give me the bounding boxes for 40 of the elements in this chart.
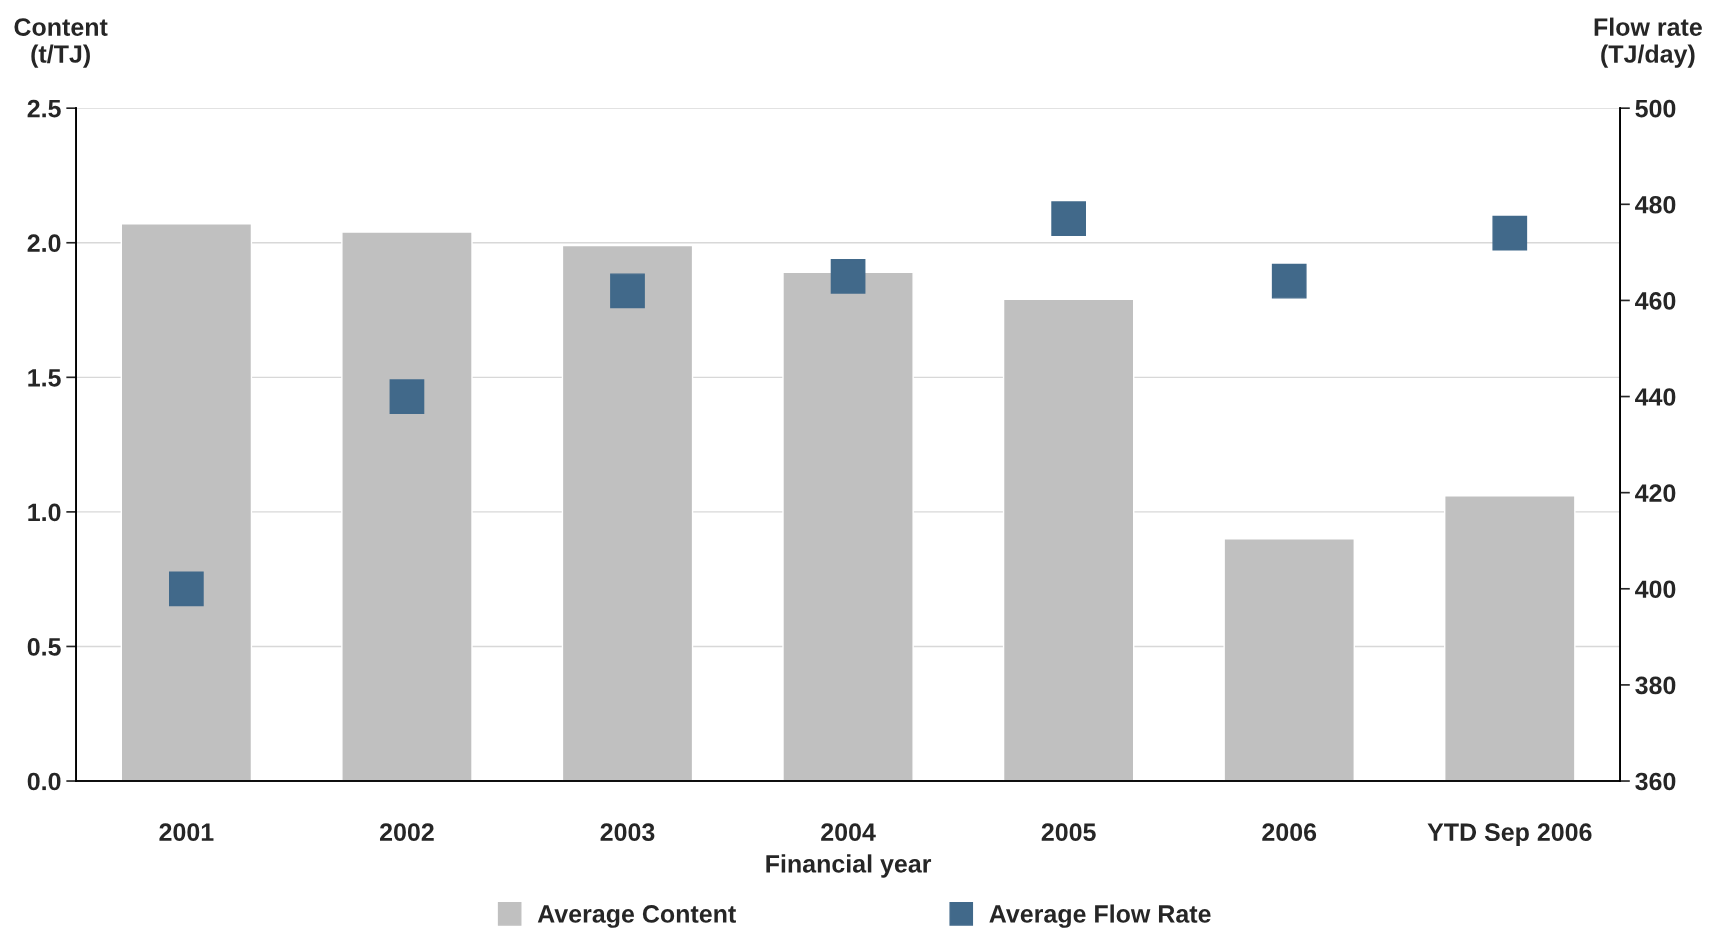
point [1492, 215, 1528, 251]
x-tick-label: 2005 [1041, 823, 1096, 842]
y-tick-label: 0.0 [27, 772, 61, 791]
bar [561, 244, 694, 782]
y-tick-label: 2.5 [27, 99, 61, 118]
y2-tick-label: 380 [1635, 676, 1676, 695]
x-tick-label: 2001 [159, 823, 214, 842]
legend-label: Average Content [537, 905, 736, 928]
y-axis-title: Content (t/TJ) [14, 18, 108, 68]
y2-tick-label: 460 [1635, 292, 1676, 310]
x-tick-label: 2002 [380, 823, 434, 842]
bar [120, 223, 253, 782]
point [610, 273, 645, 309]
y-tick-label: 1.0 [28, 503, 61, 522]
bar [1223, 538, 1355, 782]
point [168, 571, 204, 607]
bar [1002, 298, 1135, 782]
x-axis-title: Financial year [766, 854, 932, 878]
x-tick-label: 2004 [821, 823, 876, 842]
y2-tick-label: 480 [1635, 195, 1676, 214]
point [389, 379, 425, 414]
y2-tick-label: 500 [1635, 99, 1676, 118]
point [1271, 263, 1307, 299]
y2-tick-label: 420 [1635, 484, 1676, 502]
y-tick-label: 1.5 [28, 369, 61, 387]
bar [1444, 495, 1576, 782]
point [830, 259, 866, 294]
bar [341, 231, 473, 782]
y-tick-label: 0.5 [27, 638, 61, 656]
x-tick-label: 2003 [600, 823, 655, 842]
y2-tick-label: 360 [1635, 772, 1676, 791]
y-tick-label: 2.0 [27, 234, 61, 253]
y2-tick-label: 440 [1635, 388, 1676, 406]
y2-tick-label: 400 [1635, 580, 1676, 599]
point [1051, 201, 1087, 237]
bar [782, 271, 914, 782]
legend-label: Average Flow Rate [989, 904, 1211, 928]
x-tick-label: 2006 [1262, 823, 1317, 842]
x-tick-label: YTD Sep 2006 [1427, 823, 1592, 846]
y2-axis-title: Flow rate (TJ/day) [1594, 17, 1702, 68]
